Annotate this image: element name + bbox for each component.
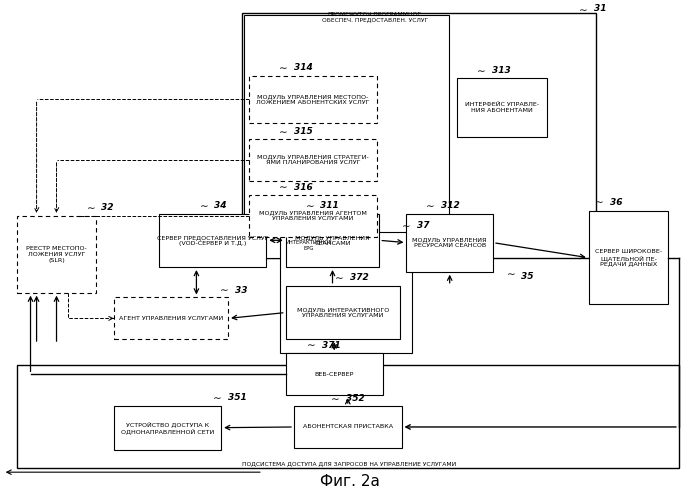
FancyBboxPatch shape — [294, 406, 401, 448]
Text: МОДУЛЬ УПРАВЛЕНИЯ АГЕНТОМ
УПРАВЛЕНИЯ УСЛУГАМИ: МОДУЛЬ УПРАВЛЕНИЯ АГЕНТОМ УПРАВЛЕНИЯ УСЛ… — [259, 210, 367, 221]
Text: 33: 33 — [235, 286, 247, 294]
FancyBboxPatch shape — [242, 13, 596, 258]
FancyBboxPatch shape — [249, 195, 377, 237]
FancyBboxPatch shape — [17, 216, 96, 293]
Text: ∼: ∼ — [402, 221, 411, 231]
Text: 316: 316 — [294, 183, 312, 192]
FancyBboxPatch shape — [114, 406, 221, 450]
Text: АГЕНТ УПРАВЛЕНИЯ УСЛУГАМИ: АГЕНТ УПРАВЛЕНИЯ УСЛУГАМИ — [119, 316, 223, 321]
Text: 37: 37 — [417, 221, 429, 230]
FancyBboxPatch shape — [286, 286, 400, 340]
Text: ИНТЕРФЕЙС УПРАВЛЕ-
НИЯ АБОНЕНТАМИ: ИНТЕРФЕЙС УПРАВЛЕ- НИЯ АБОНЕНТАМИ — [465, 102, 539, 113]
Text: 312: 312 — [441, 201, 460, 210]
Text: МОДУЛЬ УПРАВЛЕНИЯ
РЕСУРСАМИ СЕАНСОВ: МОДУЛЬ УПРАВЛЕНИЯ РЕСУРСАМИ СЕАНСОВ — [412, 237, 487, 248]
Text: ∼: ∼ — [220, 286, 229, 295]
Text: Фиг. 2а: Фиг. 2а — [319, 474, 380, 489]
Text: ∼: ∼ — [595, 197, 603, 207]
Text: 35: 35 — [521, 272, 534, 281]
Text: 315: 315 — [294, 127, 312, 136]
Text: СЕРВЕР ШИРОКОВЕ-
ЩАТЕЛЬНОЙ ПЕ-
РЕДАЧИ ДАННЫХ: СЕРВЕР ШИРОКОВЕ- ЩАТЕЛЬНОЙ ПЕ- РЕДАЧИ ДА… — [595, 249, 662, 267]
Text: ∼: ∼ — [279, 63, 288, 73]
FancyBboxPatch shape — [286, 214, 380, 267]
FancyBboxPatch shape — [17, 365, 679, 467]
Text: ∼: ∼ — [579, 5, 588, 16]
Text: ∼: ∼ — [213, 393, 222, 403]
Text: ∼: ∼ — [307, 341, 316, 350]
FancyBboxPatch shape — [406, 214, 493, 272]
Text: МОДУЛЬ ИНТЕРАКТИВНОГО
УПРАВЛЕНИЯ УСЛУГАМИ: МОДУЛЬ ИНТЕРАКТИВНОГО УПРАВЛЕНИЯ УСЛУГАМ… — [297, 307, 389, 318]
Text: ПРОМЕЖУТОЧ.ПРОГРАММНОЕ
ОБЕСПЕЧ. ПРЕДОСТАВЛЕН. УСЛУГ: ПРОМЕЖУТОЧ.ПРОГРАММНОЕ ОБЕСПЕЧ. ПРЕДОСТА… — [322, 12, 428, 23]
Text: ∼: ∼ — [426, 201, 435, 211]
FancyBboxPatch shape — [589, 211, 668, 304]
Text: ∼: ∼ — [335, 273, 343, 283]
Text: 352: 352 — [346, 394, 365, 403]
Text: 371: 371 — [322, 341, 340, 349]
Text: 314: 314 — [294, 63, 312, 73]
Text: ПОДСИСТЕМА ДОСТУПА ДЛЯ ЗАПРОСОВ НА УПРАВЛЕНИЕ УСЛУГАМИ: ПОДСИСТЕМА ДОСТУПА ДЛЯ ЗАПРОСОВ НА УПРАВ… — [243, 462, 456, 466]
Text: 351: 351 — [228, 393, 247, 402]
Text: ИНТЕРАКТИВНОЕ
EPG: ИНТЕРАКТИВНОЕ EPG — [286, 240, 332, 251]
Text: ∼: ∼ — [305, 201, 315, 211]
Text: СЕРВЕР ПРЕДОСТАВЛЕНИЯ УСЛУГ
(VOD-СЕРВЕР И Т.Д.): СЕРВЕР ПРЕДОСТАВЛЕНИЯ УСЛУГ (VOD-СЕРВЕР … — [157, 235, 268, 245]
Text: ∼: ∼ — [331, 393, 340, 404]
Text: ∼: ∼ — [279, 126, 288, 137]
Text: ∼: ∼ — [477, 66, 486, 75]
Text: ВЕБ-СЕРВЕР: ВЕБ-СЕРВЕР — [315, 372, 354, 377]
Text: ∼: ∼ — [507, 269, 515, 279]
Text: 313: 313 — [491, 66, 510, 74]
Text: 372: 372 — [350, 273, 368, 283]
Text: 34: 34 — [215, 201, 226, 210]
Text: 311: 311 — [320, 201, 339, 210]
FancyBboxPatch shape — [286, 353, 383, 395]
Text: 36: 36 — [610, 197, 622, 206]
Text: МОДУЛЬ УПРАВЛЕНИЯ МЕСТОПО-
ЛОЖЕНИЕМ АБОНЕНТСКИХ УСЛУГ: МОДУЛЬ УПРАВЛЕНИЯ МЕСТОПО- ЛОЖЕНИЕМ АБОН… — [257, 94, 370, 105]
Text: 32: 32 — [101, 203, 114, 212]
Text: РЕЕСТР МЕСТОПО-
ЛОЖЕНИЯ УСЛУГ
(SLR): РЕЕСТР МЕСТОПО- ЛОЖЕНИЯ УСЛУГ (SLR) — [26, 246, 87, 263]
Text: ∼: ∼ — [279, 183, 288, 193]
Text: ∼: ∼ — [199, 201, 208, 211]
FancyBboxPatch shape — [249, 139, 377, 181]
FancyBboxPatch shape — [244, 16, 449, 258]
FancyBboxPatch shape — [457, 78, 547, 137]
Text: АБОНЕНТСКАЯ ПРИСТАВКА: АБОНЕНТСКАЯ ПРИСТАВКА — [303, 424, 393, 429]
Text: 31: 31 — [593, 4, 606, 13]
FancyBboxPatch shape — [249, 76, 377, 122]
Text: ∼: ∼ — [87, 203, 95, 213]
Text: МОДУЛЬ УПРАВЛЕНИЯ СТРАТЕГИ-
ЯМИ ПЛАНИРОВАНИЯ УСЛУГ: МОДУЛЬ УПРАВЛЕНИЯ СТРАТЕГИ- ЯМИ ПЛАНИРОВ… — [257, 154, 369, 165]
FancyBboxPatch shape — [159, 214, 266, 267]
FancyBboxPatch shape — [280, 232, 412, 353]
Text: МОДУЛЬ УПРАВЛЕНИЯ
СЕАНСАМИ: МОДУЛЬ УПРАВЛЕНИЯ СЕАНСАМИ — [295, 235, 370, 245]
FancyBboxPatch shape — [114, 297, 228, 340]
Text: УСТРОЙСТВО ДОСТУПА К
ОДНОНАПРАВЛЕННОЙ СЕТИ: УСТРОЙСТВО ДОСТУПА К ОДНОНАПРАВЛЕННОЙ СЕ… — [121, 421, 214, 434]
